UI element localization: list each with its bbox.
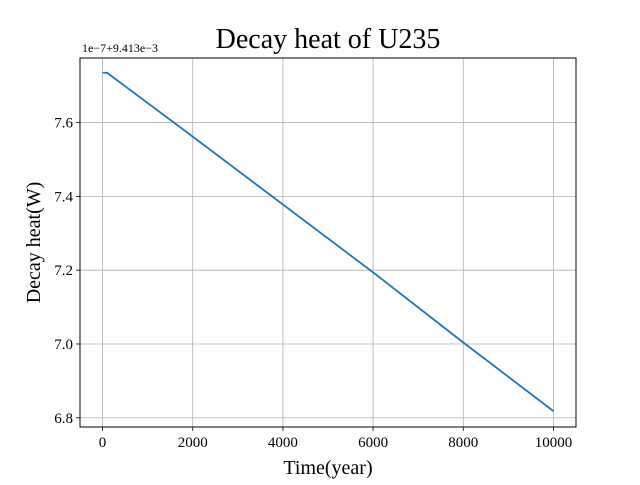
x-axis-label: Time(year) [283, 457, 372, 479]
x-tick-label: 2000 [178, 435, 208, 451]
ticks: 0 2000 4000 6000 8000 10000 6.8 7.0 7.2 7.4 7.6 [54, 116, 572, 451]
chart-title: Decay heat of U235 [216, 24, 441, 55]
x-tick-label: 8000 [448, 435, 478, 451]
y-tick-label: 7.4 [54, 189, 73, 205]
y-axis-offset-label: 1e−7+9.413e−3 [82, 41, 158, 55]
x-tick-label: 0 [99, 435, 107, 451]
y-tick-label: 7.2 [54, 263, 73, 279]
y-tick-label: 7.6 [54, 116, 73, 132]
y-axis-label: Decay heat(W) [23, 182, 45, 304]
grid-lines [80, 58, 576, 427]
plot-frame [79, 57, 577, 428]
decay-heat-series-line [102, 71, 554, 412]
x-tick-label: 4000 [268, 435, 298, 451]
x-tick-label: 10000 [535, 435, 573, 451]
y-tick-label: 7.0 [54, 337, 73, 353]
series-layer [102, 71, 554, 412]
x-tick-label: 6000 [358, 435, 388, 451]
y-tick-label: 6.8 [54, 411, 73, 427]
